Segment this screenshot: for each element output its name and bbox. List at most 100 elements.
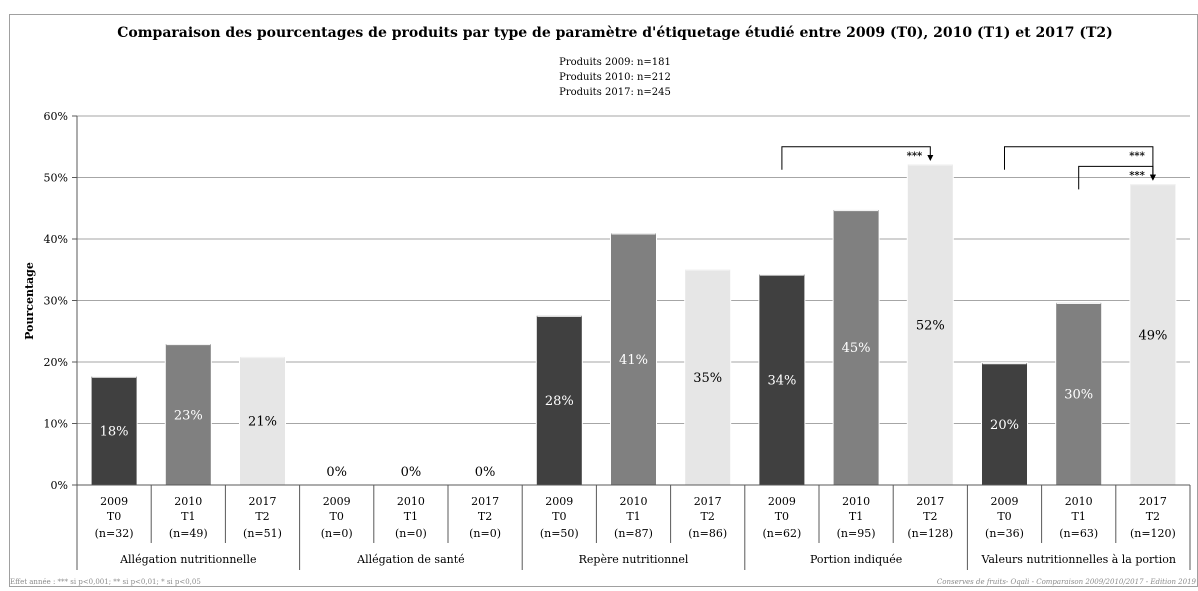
group-label: Allégation de santé (356, 553, 465, 566)
significance-bracket (1004, 146, 1154, 177)
group-label: Repère nutritionnel (579, 553, 689, 566)
subtitle-line-2010: Produits 2010: n=212 (559, 72, 671, 83)
y-tick-label: 60% (44, 110, 68, 123)
x-period-label: T1 (181, 510, 195, 523)
bar (238, 355, 287, 486)
chart-title: Comparaison des pourcentages de produits… (117, 25, 1113, 41)
x-year-label: 2009 (991, 495, 1019, 508)
x-year-label: 2010 (842, 495, 870, 508)
x-n-label: (n=95) (837, 527, 876, 540)
footnote-source: Conserves de fruits- Oqali - Comparaison… (937, 578, 1197, 586)
subtitle-line-2017: Produits 2017: n=245 (559, 87, 671, 98)
y-tick-label: 0% (51, 479, 68, 492)
x-period-label: T2 (1146, 510, 1160, 523)
x-year-label: 2010 (174, 495, 202, 508)
x-period-label: T0 (107, 510, 121, 523)
data-label: 20% (990, 418, 1019, 433)
significance-label: *** (907, 151, 923, 162)
x-period-label: T1 (626, 510, 640, 523)
y-tick-label: 30% (44, 295, 68, 308)
x-period-label: T1 (849, 510, 863, 523)
data-label: 23% (174, 408, 203, 423)
x-year-label: 2009 (100, 495, 128, 508)
significance-arrowhead (1149, 174, 1156, 181)
y-axis-label: Pourcentage (23, 262, 36, 340)
significance-arrowhead (927, 154, 934, 161)
x-year-label: 2010 (397, 495, 425, 508)
data-label: 45% (842, 341, 871, 356)
data-label: 30% (1064, 388, 1093, 403)
y-tick-label: 10% (44, 418, 68, 431)
x-year-label: 2017 (916, 495, 944, 508)
data-label: 49% (1138, 328, 1167, 343)
bar (90, 375, 138, 486)
x-period-label: T0 (552, 510, 566, 523)
x-year-label: 2017 (694, 495, 722, 508)
y-tick-label: 40% (44, 233, 68, 246)
data-label: 52% (916, 318, 945, 333)
bar (684, 268, 732, 486)
x-period-label: T1 (404, 510, 418, 523)
subtitle-line-2009: Produits 2009: n=181 (559, 57, 671, 68)
x-n-label: (n=0) (321, 527, 353, 540)
x-year-label: 2017 (1139, 495, 1167, 508)
x-year-label: 2009 (323, 495, 351, 508)
x-n-label: (n=86) (688, 527, 727, 540)
x-period-label: T0 (330, 510, 344, 523)
x-year-label: 2009 (768, 495, 796, 508)
x-n-label: (n=128) (907, 527, 953, 540)
x-n-label: (n=49) (169, 527, 208, 540)
y-tick-label: 50% (44, 172, 68, 185)
significance-label: *** (1129, 151, 1145, 162)
x-n-label: (n=120) (1130, 527, 1176, 540)
x-period-label: T0 (775, 510, 789, 523)
significance-brackets: *** *** *** (781, 146, 1156, 190)
x-period-label: T1 (1072, 510, 1086, 523)
significance-bracket (781, 146, 931, 170)
x-n-label: (n=32) (95, 527, 134, 540)
bars: 18% 23% 21% 0% 0% 0% 28% 41% 35% 34% 45% 52% 20% 30% 4… (90, 163, 1177, 486)
data-label: 35% (693, 371, 722, 386)
x-period-label: T0 (997, 510, 1011, 523)
data-label: 0% (401, 465, 422, 480)
bar (609, 232, 658, 486)
axes: 0% 10% 20% 30% 40% 50% 60% 2009 T0 (n=32) 2010 T1 (n… (44, 110, 1191, 570)
x-year-label: 2010 (620, 495, 648, 508)
y-tick-label: 20% (44, 356, 68, 369)
bar (758, 273, 806, 486)
significance-bracket (1078, 165, 1154, 190)
x-period-label: T2 (478, 510, 492, 523)
x-n-label: (n=62) (762, 527, 801, 540)
bar (535, 314, 583, 486)
bar (906, 163, 954, 486)
x-period-label: T2 (255, 510, 269, 523)
x-n-label: (n=0) (469, 527, 501, 540)
group-label: Portion indiquée (810, 553, 902, 566)
x-year-label: 2010 (1065, 495, 1093, 508)
significance-label: *** (1129, 170, 1145, 181)
group-label: Allégation nutritionnelle (119, 553, 256, 566)
data-label: 18% (100, 425, 129, 440)
data-label: 21% (248, 415, 277, 430)
data-label: 28% (545, 394, 574, 409)
x-n-label: (n=63) (1059, 527, 1098, 540)
x-period-label: T2 (701, 510, 715, 523)
x-period-label: T2 (923, 510, 937, 523)
data-label: 34% (767, 374, 796, 389)
x-n-label: (n=50) (540, 527, 579, 540)
bar (832, 208, 880, 486)
x-year-label: 2009 (545, 495, 573, 508)
data-label: 0% (475, 465, 496, 480)
x-n-label: (n=51) (243, 527, 282, 540)
bar (1129, 183, 1177, 486)
footnote-significance: Effet année : *** si p<0,001; ** si p<0,… (10, 578, 201, 586)
x-year-label: 2017 (249, 495, 277, 508)
group-label: Valeurs nutritionnelles à la portion (980, 553, 1176, 566)
bar (1055, 301, 1103, 486)
data-label: 41% (619, 353, 648, 368)
bar (164, 343, 212, 486)
x-year-label: 2017 (471, 495, 499, 508)
data-label: 0% (326, 465, 347, 480)
x-n-label: (n=0) (395, 527, 427, 540)
